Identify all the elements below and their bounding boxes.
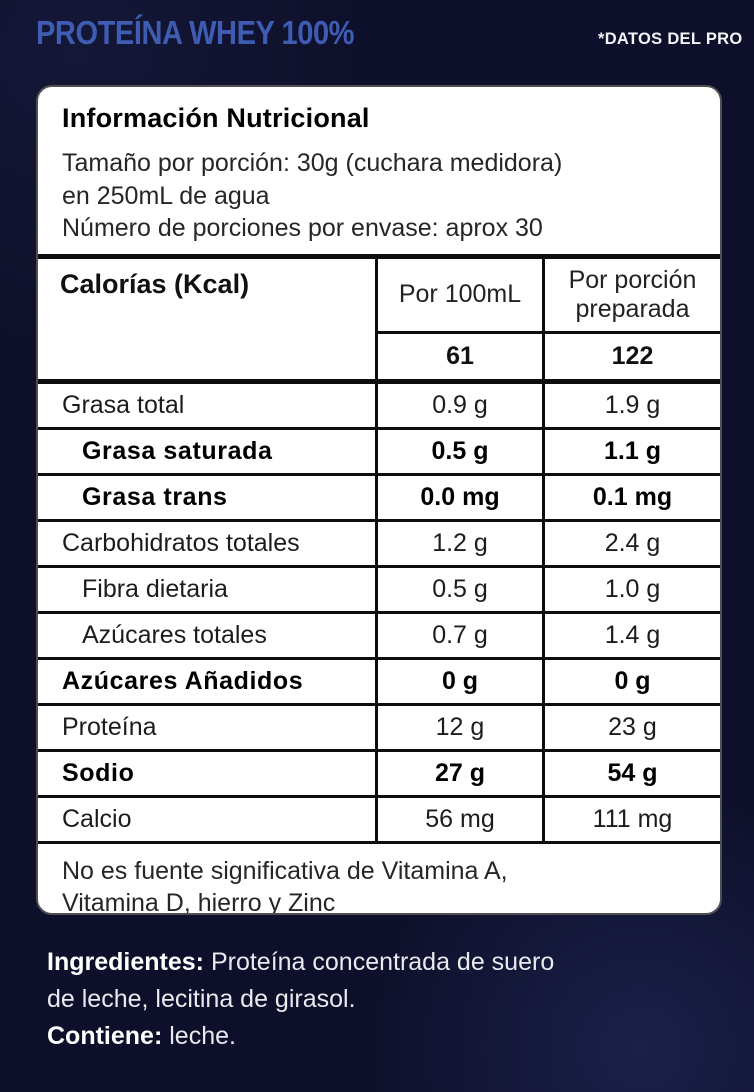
calories-header-row: Calorías (Kcal) Por 100mL Por porción pr…	[38, 253, 720, 384]
nutrient-rows: Grasa total 0.9 g 1.9 g Grasa saturada 0…	[38, 383, 720, 844]
supplier-data-note: *DATOS DEL PRO	[598, 30, 743, 48]
nutrient-label: Fibra dietaria	[82, 574, 228, 603]
panel-heading: Información Nutricional	[62, 103, 370, 133]
nutrient-value-per-serving: 1.4 g	[542, 613, 720, 657]
calories-label: Calorías (Kcal)	[60, 268, 250, 299]
nutrient-value-per-100ml: 0.9 g	[375, 383, 542, 427]
nutrient-value-per-serving: 1.0 g	[542, 567, 720, 611]
ingredients-text: Ingredientes: Proteína concentrada de su…	[47, 948, 555, 976]
serving-size-line: Tamaño por porción: 30g (cuchara medidor…	[62, 149, 563, 177]
footnote-line-1: No es fuente significativa de Vitamina A…	[62, 856, 508, 885]
nutrient-value-per-serving: 0.1 mg	[542, 475, 720, 519]
nutrient-value-per-100ml: 0.0 mg	[375, 475, 542, 519]
nutrient-label: Carbohidratos totales	[62, 528, 300, 557]
nutrient-row: Carbohidratos totales 1.2 g 2.4 g	[38, 521, 720, 568]
nutrient-label: Proteína	[62, 712, 157, 741]
nutrient-value-per-100ml: 0.5 g	[375, 567, 542, 611]
nutrient-label: Azúcares Añadidos	[62, 666, 304, 695]
calories-value-per-100ml: 61	[375, 333, 542, 379]
nutrient-value-per-100ml: 27 g	[375, 751, 542, 795]
nutrient-value-per-100ml: 12 g	[375, 705, 542, 749]
nutrient-label: Grasa saturada	[82, 436, 273, 465]
ingredients-text-line-2: de leche, lecitina de girasol.	[47, 984, 356, 1013]
nutrient-row: Azúcares Añadidos 0 g 0 g	[38, 659, 720, 706]
nutrition-panel: Información Nutricional Tamaño por porci…	[36, 85, 722, 915]
nutrient-row: Grasa saturada 0.5 g 1.1 g	[38, 429, 720, 476]
nutrient-value-per-serving: 1.1 g	[542, 429, 720, 473]
serving-water-line: en 250mL de agua	[62, 181, 270, 210]
nutrient-row: Azúcares totales 0.7 g 1.4 g	[38, 613, 720, 660]
nutrient-label: Grasa total	[62, 390, 185, 419]
nutrient-label: Calcio	[62, 804, 132, 833]
servings-per-container-line: Número de porciones por envase: aprox 30	[62, 214, 543, 242]
nutrient-row: Grasa trans 0.0 mg 0.1 mg	[38, 475, 720, 522]
nutrient-value-per-100ml: 0.5 g	[375, 429, 542, 473]
nutrient-value-per-100ml: 1.2 g	[375, 521, 542, 565]
nutrient-label: Grasa trans	[82, 482, 228, 511]
nutrient-value-per-serving: 54 g	[542, 751, 720, 795]
nutrient-row: Grasa total 0.9 g 1.9 g	[38, 383, 720, 430]
nutrient-row: Sodio 27 g 54 g	[38, 751, 720, 798]
footnote-line-2: Vitamina D, hierro y Zinc	[62, 889, 336, 915]
panel-header: Información Nutricional Tamaño por porci…	[38, 87, 720, 254]
nutrient-value-per-100ml: 56 mg	[375, 797, 542, 841]
nutrient-value-per-100ml: 0 g	[375, 659, 542, 703]
nutrient-value-per-serving: 2.4 g	[542, 521, 720, 565]
ingredients-label: Ingredientes:	[47, 948, 204, 976]
calories-value-per-serving: 122	[542, 333, 720, 379]
contains-label: Contiene:	[47, 1021, 163, 1050]
ingredients-block: Ingredientes: Proteína concentrada de su…	[47, 944, 687, 1054]
column-header-per-100ml: Por 100mL	[375, 258, 542, 334]
nutrient-value-per-serving: 1.9 g	[542, 383, 720, 427]
nutrient-value-per-100ml: 0.7 g	[375, 613, 542, 657]
nutrient-row: Proteína 12 g 23 g	[38, 705, 720, 752]
column-header-per-serving: Por porción preparada	[542, 258, 720, 334]
nutrient-value-per-serving: 111 mg	[542, 797, 720, 841]
nutrient-value-per-serving: 23 g	[542, 705, 720, 749]
nutrient-row: Calcio 56 mg 111 mg	[38, 797, 720, 844]
nutrient-value-per-serving: 0 g	[542, 659, 720, 703]
panel-footnote: No es fuente significativa de Vitamina A…	[38, 844, 720, 915]
nutrient-row: Fibra dietaria 0.5 g 1.0 g	[38, 567, 720, 614]
nutrient-label: Azúcares totales	[82, 620, 267, 649]
product-title: PROTEÍNA WHEY 100%	[36, 14, 355, 51]
contains-text: Contiene: leche.	[47, 1021, 236, 1050]
nutrient-label: Sodio	[62, 758, 135, 787]
